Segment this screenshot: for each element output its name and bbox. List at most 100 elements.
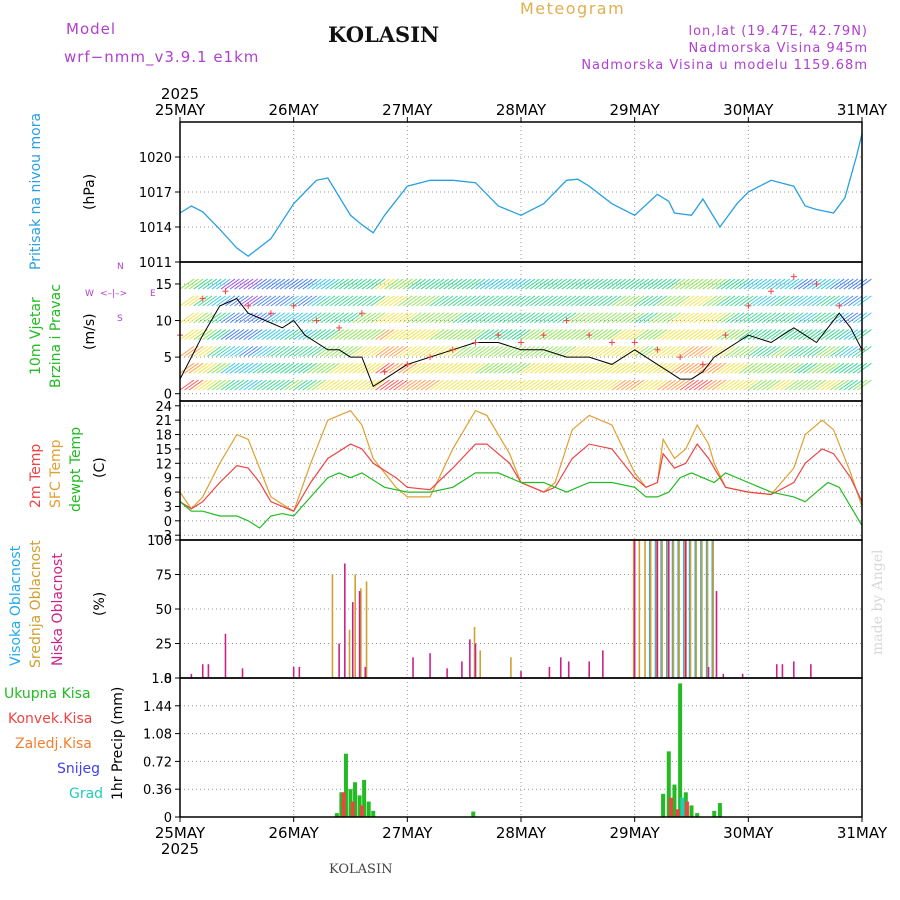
wind-barb (516, 345, 531, 357)
wind-barb (602, 329, 618, 340)
wind-barb (811, 345, 827, 357)
wind-barb (484, 278, 499, 290)
wind-barb (275, 362, 290, 374)
wind-barb (411, 362, 427, 374)
wind-barb (452, 295, 468, 307)
wind-barb (802, 345, 818, 357)
wind-barb (602, 379, 618, 391)
wind-barb (493, 362, 509, 374)
wind-barb (516, 295, 531, 307)
wind-barb (575, 362, 590, 374)
wind-barb (329, 362, 345, 374)
wind-barb (652, 379, 668, 391)
wind-barb (698, 329, 713, 340)
wind-barb (679, 329, 695, 340)
wind-barb (466, 295, 481, 307)
wind-barb (461, 345, 477, 357)
wind-barb (352, 278, 368, 290)
gust-marker (427, 354, 434, 361)
y-tick-label: 1014 (139, 221, 172, 236)
wind-barb (657, 345, 672, 357)
precip-bar (341, 792, 346, 817)
wind-barb (729, 295, 745, 307)
wind-barb (852, 312, 868, 324)
wind-barb (275, 345, 290, 357)
x-tick-label-bottom: 30MAY (723, 824, 774, 842)
wind-barb (238, 329, 254, 340)
wind-barb (184, 295, 199, 307)
wind-barb (397, 345, 413, 357)
wind-barb (325, 329, 340, 340)
wind-barb (529, 345, 545, 357)
wind-barb (843, 329, 859, 340)
wind-barb (661, 329, 677, 340)
wind-barb (611, 345, 627, 357)
wind-barb (547, 362, 563, 374)
wind-barb (211, 312, 227, 324)
wind-barb (429, 362, 445, 374)
wind-barb (779, 362, 795, 374)
wind-barb (497, 345, 513, 357)
wind-barb (488, 345, 504, 357)
wind-barb (429, 295, 445, 307)
wind-barb (252, 345, 268, 357)
wind-barb (302, 312, 318, 324)
wind-barb (857, 312, 872, 324)
wind-barb (257, 329, 272, 340)
wind-barb (338, 362, 354, 374)
wind-barb (475, 345, 490, 357)
wind-barb (770, 345, 786, 357)
wind-barb (343, 278, 358, 290)
wind-barb (557, 295, 572, 307)
wind-barb (593, 379, 609, 391)
wind-barb (575, 312, 590, 324)
wind-barb (507, 329, 522, 340)
wind-barb (648, 362, 663, 374)
wind-barb (243, 329, 258, 340)
wind-barb (347, 379, 363, 391)
wind-barb (784, 295, 799, 307)
wind-barb (411, 329, 427, 340)
y-tick-label: 15 (155, 443, 172, 458)
wind-barb (316, 329, 331, 340)
gust-marker (790, 273, 797, 280)
wind-barb (857, 278, 872, 290)
wind-barb (547, 312, 563, 324)
wind-barb (602, 312, 618, 324)
wind-barb (829, 312, 845, 324)
gust-marker (563, 317, 570, 324)
wind-barb (247, 278, 263, 290)
year-label-top: 2025 (161, 85, 199, 103)
wind-barb (838, 379, 854, 391)
wind-barb (538, 278, 554, 290)
wind-barb (243, 312, 258, 324)
wind-barb (302, 329, 318, 340)
wind-barb (247, 295, 263, 307)
wind-barb (497, 362, 513, 374)
wind-barb (675, 312, 690, 324)
gust-marker (768, 288, 775, 295)
wind-barb (598, 295, 613, 307)
wind-barb (511, 278, 527, 290)
location-coords: lon,lat (19.47E, 42.79N) (688, 24, 868, 39)
wind-barb (593, 278, 609, 290)
wind-barb (402, 312, 418, 324)
model-name: wrf−nmm_v3.9.1 e1km (64, 48, 260, 66)
wind-barb (638, 312, 654, 324)
wind-barb (670, 362, 686, 374)
wind-barb (611, 312, 627, 324)
wind-barb (202, 295, 218, 307)
x-tick-label-top: 25MAY (155, 101, 206, 119)
gust-marker (472, 339, 479, 346)
wind-barb (843, 362, 859, 374)
wind-barb (802, 362, 818, 374)
wind-barb (188, 345, 204, 357)
x-tick-label-top: 27MAY (382, 101, 433, 119)
wind-barb (529, 329, 545, 340)
wind-barb (779, 379, 795, 391)
wind-barb (361, 345, 377, 357)
wind-barb (179, 362, 195, 374)
wind-barb (607, 295, 622, 307)
wind-barb (184, 312, 199, 324)
wind-barb (811, 362, 827, 374)
